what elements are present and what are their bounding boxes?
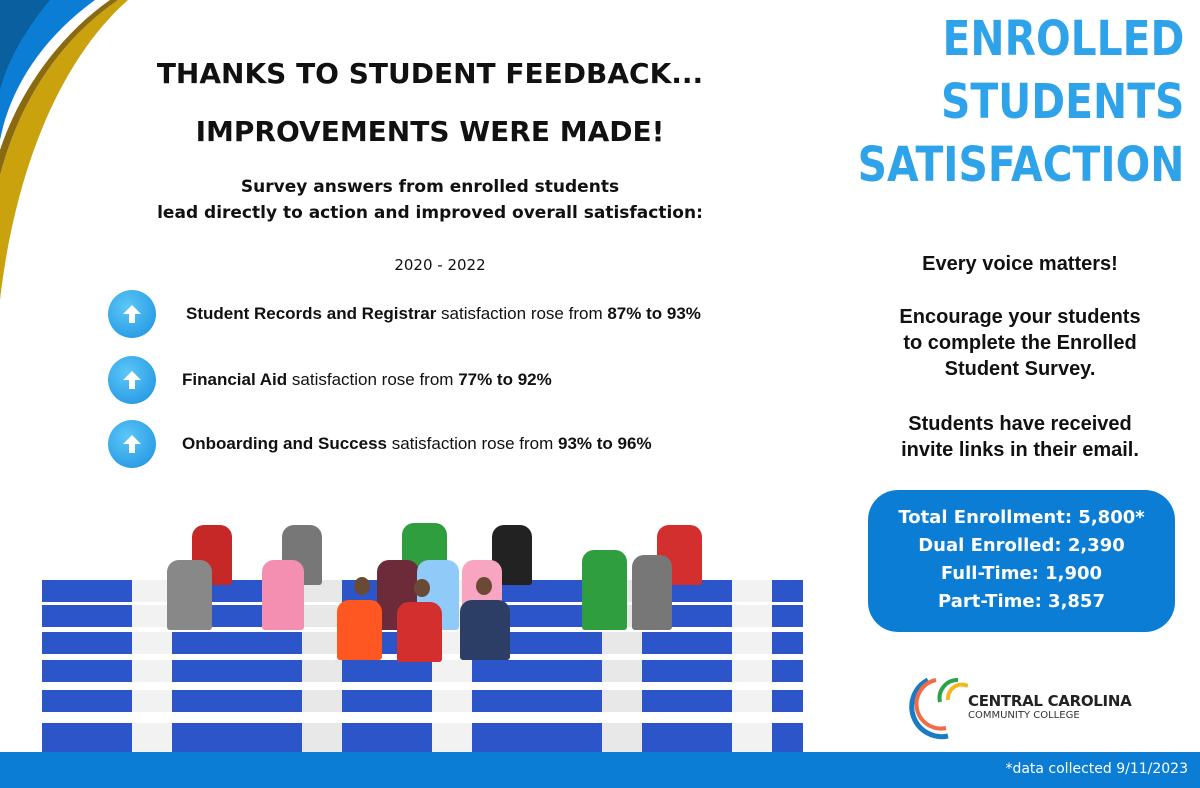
encourage-line: Student Survey. <box>944 358 1096 380</box>
bullet-registrar: Student Records and Registrar satisfacti… <box>108 290 701 338</box>
footnote: *data collected 9/11/2023 <box>1005 761 1188 777</box>
bullet-change: 87% to 93% <box>607 304 701 323</box>
subtitle-line-1: Survey answers from enrolled students <box>240 177 620 197</box>
right-title-line: STUDENTS <box>940 74 1184 130</box>
arrow-up-icon <box>108 290 156 338</box>
bullet-text: satisfaction rose from <box>287 370 459 389</box>
stat-dual: Dual Enrolled: 2,390 <box>918 535 1125 556</box>
bullet-onboarding: Onboarding and Success satisfaction rose… <box>108 420 652 468</box>
year-range: 2020 - 2022 <box>394 256 486 274</box>
headline-line-2: IMPROVEMENTS WERE MADE! <box>195 115 665 148</box>
bullet-label: Student Records and Registrar <box>186 304 437 323</box>
bullet-text: satisfaction rose from <box>387 434 559 453</box>
encourage-text: Encourage your students to complete the … <box>850 304 1190 382</box>
encourage-line: Encourage your students <box>899 306 1141 328</box>
bullet-label: Financial Aid <box>182 370 288 389</box>
group-photo <box>42 505 803 752</box>
received-text: Students have received invite links in t… <box>850 411 1190 463</box>
bullet-label: Onboarding and Success <box>182 434 387 453</box>
arrow-up-icon <box>108 420 156 468</box>
received-line: Students have received <box>908 413 1132 435</box>
logo-line-1: CENTRAL CAROLINA <box>968 691 1132 710</box>
logo-arcs-icon <box>909 677 968 740</box>
headline: THANKS TO STUDENT FEEDBACK... IMPROVEMEN… <box>80 45 780 161</box>
bullet-change: 93% to 96% <box>558 434 652 453</box>
received-line: invite links in their email. <box>901 439 1139 461</box>
voice-text: Every voice matters! <box>922 253 1118 275</box>
arrow-up-icon <box>108 356 156 404</box>
stat-part-time: Part-Time: 3,857 <box>938 591 1105 612</box>
bullet-financial-aid: Financial Aid satisfaction rose from 77%… <box>108 356 552 404</box>
bullet-change: 77% to 92% <box>458 370 552 389</box>
subtitle-line-2: lead directly to action and improved ove… <box>157 203 703 223</box>
footer-bar: *data collected 9/11/2023 <box>0 752 1200 788</box>
logo-line-2: COMMUNITY COLLEGE <box>968 709 1080 721</box>
stat-total: Total Enrollment: 5,800* <box>898 507 1145 528</box>
right-title-line: ENROLLED <box>942 11 1184 67</box>
right-title-line: SATISFACTION <box>857 137 1184 193</box>
enrollment-stats: Total Enrollment: 5,800* Dual Enrolled: … <box>868 490 1175 632</box>
decorative-swoosh <box>0 0 128 300</box>
college-logo: CENTRAL CAROLINA COMMUNITY COLLEGE <box>908 672 1132 740</box>
encourage-line: to complete the Enrolled <box>903 332 1137 354</box>
headline-line-1: THANKS TO STUDENT FEEDBACK... <box>156 57 704 90</box>
stat-full-time: Full-Time: 1,900 <box>940 563 1103 584</box>
bullet-text: satisfaction rose from <box>436 304 608 323</box>
subtitle: Survey answers from enrolled students le… <box>80 174 780 226</box>
right-title: ENROLLED STUDENTS SATISFACTION <box>857 8 1184 197</box>
